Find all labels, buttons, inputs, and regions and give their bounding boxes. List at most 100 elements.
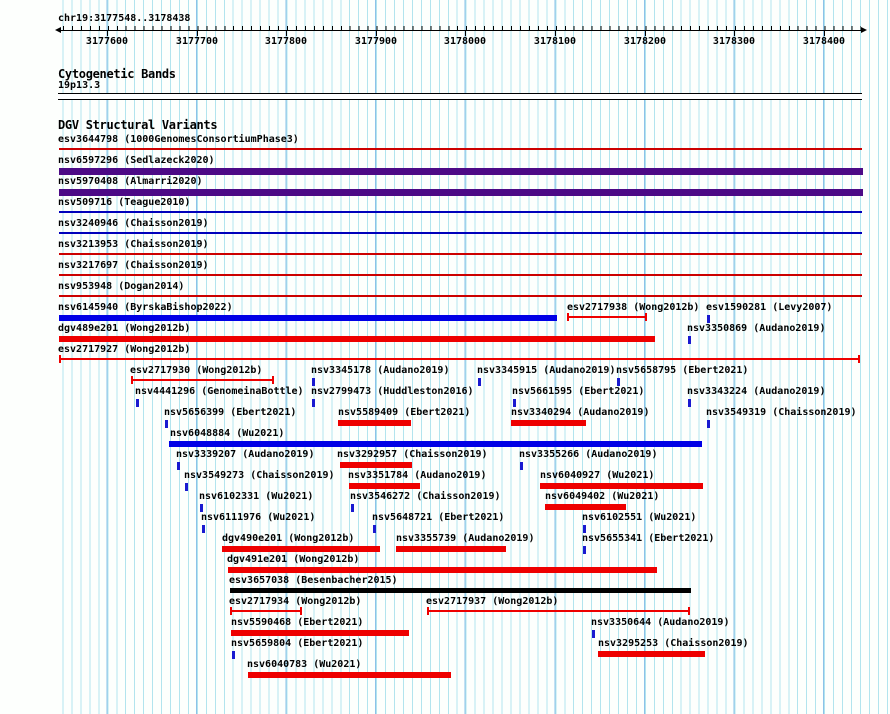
variant-label-dgv490e201[interactable]: dgv490e201 (Wong2012b): [222, 533, 355, 544]
variant-feature-nsv3549319[interactable]: [707, 420, 710, 428]
variant-label-esv2717930[interactable]: esv2717930 (Wong2012b): [130, 365, 263, 376]
variant-feature-nsv6048884[interactable]: [169, 441, 702, 447]
variant-label-nsv6048884[interactable]: nsv6048884 (Wu2021): [170, 428, 285, 439]
variant-feature-nsv6102331[interactable]: [200, 504, 203, 512]
variant-label-nsv5655341[interactable]: nsv5655341 (Ebert2021): [582, 533, 715, 544]
variant-label-nsv5970408[interactable]: nsv5970408 (Almarri2020): [58, 176, 203, 187]
variant-label-nsv3339207[interactable]: nsv3339207 (Audano2019): [176, 449, 315, 460]
variant-feature-nsv5656399[interactable]: [165, 420, 168, 428]
variant-feature-esv2717938[interactable]: [567, 313, 647, 321]
ruler-right-arrow-icon[interactable]: [861, 27, 867, 33]
variant-label-nsv5590468[interactable]: nsv5590468 (Ebert2021): [231, 617, 364, 628]
variant-label-nsv6111976[interactable]: nsv6111976 (Wu2021): [201, 512, 316, 523]
variant-feature-dgv490e201[interactable]: [222, 546, 380, 552]
variant-label-nsv3355739[interactable]: nsv3355739 (Audano2019): [396, 533, 535, 544]
variant-label-nsv3351784[interactable]: nsv3351784 (Audano2019): [348, 470, 487, 481]
variant-label-esv2717937[interactable]: esv2717937 (Wong2012b): [426, 596, 559, 607]
variant-feature-nsv4441296[interactable]: [136, 399, 139, 407]
variant-label-nsv4441296[interactable]: nsv4441296 (GenomeinaBottle): [135, 386, 304, 397]
variant-label-nsv6049402[interactable]: nsv6049402 (Wu2021): [545, 491, 660, 502]
variant-feature-nsv3339207[interactable]: [177, 462, 180, 470]
variant-feature-nsv3240946[interactable]: [59, 232, 862, 234]
variant-feature-nsv3355266[interactable]: [520, 462, 523, 470]
variant-label-nsv6597296[interactable]: nsv6597296 (Sedlazeck2020): [58, 155, 215, 166]
variant-feature-nsv5970408[interactable]: [59, 189, 863, 196]
variant-feature-nsv3350644[interactable]: [592, 630, 595, 638]
variant-label-nsv6145940[interactable]: nsv6145940 (ByrskaBishop2022): [58, 302, 233, 313]
variant-feature-nsv6597296[interactable]: [59, 168, 863, 175]
variant-label-nsv3345178[interactable]: nsv3345178 (Audano2019): [311, 365, 450, 376]
variant-label-esv2717927[interactable]: esv2717927 (Wong2012b): [58, 344, 191, 355]
variant-label-esv2717938[interactable]: esv2717938 (Wong2012b): [567, 302, 700, 313]
variant-label-nsv3340294[interactable]: nsv3340294 (Audano2019): [511, 407, 650, 418]
variant-label-nsv3549273[interactable]: nsv3549273 (Chaisson2019): [184, 470, 335, 481]
variant-feature-nsv3213953[interactable]: [59, 253, 862, 255]
variant-feature-dgv489e201[interactable]: [59, 336, 655, 342]
variant-label-nsv3343224[interactable]: nsv3343224 (Audano2019): [687, 386, 826, 397]
variant-label-nsv3546272[interactable]: nsv3546272 (Chaisson2019): [350, 491, 501, 502]
variant-label-nsv3355266[interactable]: nsv3355266 (Audano2019): [519, 449, 658, 460]
variant-feature-nsv953948[interactable]: [59, 295, 862, 297]
variant-feature-nsv5658795[interactable]: [617, 378, 620, 386]
variant-feature-dgv491e201[interactable]: [228, 567, 657, 573]
variant-feature-nsv509716[interactable]: [59, 211, 862, 213]
variant-label-nsv5648721[interactable]: nsv5648721 (Ebert2021): [372, 512, 505, 523]
variant-feature-nsv3350869[interactable]: [688, 336, 691, 344]
variant-label-nsv3345915[interactable]: nsv3345915 (Audano2019): [477, 365, 616, 376]
variant-feature-esv3657038[interactable]: [230, 588, 691, 593]
variant-feature-nsv2799473[interactable]: [312, 399, 315, 407]
variant-feature-nsv6040927[interactable]: [540, 483, 703, 489]
variant-label-nsv3217697[interactable]: nsv3217697 (Chaisson2019): [58, 260, 209, 271]
variant-feature-esv2717937[interactable]: [427, 607, 690, 615]
variant-feature-nsv5655341[interactable]: [583, 546, 586, 554]
variant-label-nsv3292957[interactable]: nsv3292957 (Chaisson2019): [337, 449, 488, 460]
variant-feature-nsv5659804[interactable]: [232, 651, 235, 659]
variant-label-esv3657038[interactable]: esv3657038 (Besenbacher2015): [229, 575, 398, 586]
variant-label-nsv5661595[interactable]: nsv5661595 (Ebert2021): [512, 386, 645, 397]
variant-feature-esv2717930[interactable]: [131, 376, 274, 384]
variant-label-dgv491e201[interactable]: dgv491e201 (Wong2012b): [227, 554, 360, 565]
variant-feature-nsv3343224[interactable]: [688, 399, 691, 407]
variant-feature-nsv3355739[interactable]: [396, 546, 506, 552]
variant-feature-nsv5661595[interactable]: [513, 399, 516, 407]
variant-feature-nsv6111976[interactable]: [202, 525, 205, 533]
variant-feature-nsv5590468[interactable]: [231, 630, 409, 636]
variant-feature-nsv3546272[interactable]: [351, 504, 354, 512]
variant-feature-nsv6145940[interactable]: [59, 315, 557, 321]
variant-feature-esv2717934[interactable]: [230, 607, 302, 615]
variant-feature-nsv3549273[interactable]: [185, 483, 188, 491]
variant-label-esv2717934[interactable]: esv2717934 (Wong2012b): [229, 596, 362, 607]
cytoband-box[interactable]: [58, 93, 862, 100]
variant-feature-nsv3345915[interactable]: [478, 378, 481, 386]
variant-label-nsv6102331[interactable]: nsv6102331 (Wu2021): [199, 491, 314, 502]
variant-label-nsv2799473[interactable]: nsv2799473 (Huddleston2016): [311, 386, 474, 397]
variant-label-nsv3295253[interactable]: nsv3295253 (Chaisson2019): [598, 638, 749, 649]
variant-label-nsv3240946[interactable]: nsv3240946 (Chaisson2019): [58, 218, 209, 229]
variant-label-nsv3350869[interactable]: nsv3350869 (Audano2019): [687, 323, 826, 334]
variant-label-nsv953948[interactable]: nsv953948 (Dogan2014): [58, 281, 185, 292]
variant-label-esv3644798[interactable]: esv3644798 (1000GenomesConsortiumPhase3): [58, 134, 299, 145]
variant-label-nsv6040783[interactable]: nsv6040783 (Wu2021): [247, 659, 362, 670]
variant-feature-nsv5589409[interactable]: [338, 420, 411, 426]
variant-label-dgv489e201[interactable]: dgv489e201 (Wong2012b): [58, 323, 191, 334]
variant-feature-nsv6102551[interactable]: [583, 525, 586, 533]
variant-label-nsv6040927[interactable]: nsv6040927 (Wu2021): [540, 470, 655, 481]
variant-label-nsv3350644[interactable]: nsv3350644 (Audano2019): [591, 617, 730, 628]
variant-label-nsv5589409[interactable]: nsv5589409 (Ebert2021): [338, 407, 471, 418]
variant-label-nsv509716[interactable]: nsv509716 (Teague2010): [58, 197, 191, 208]
variant-feature-nsv3340294[interactable]: [511, 420, 586, 426]
variant-label-nsv3213953[interactable]: nsv3213953 (Chaisson2019): [58, 239, 209, 250]
variant-label-esv1590281[interactable]: esv1590281 (Levy2007): [706, 302, 833, 313]
variant-feature-nsv6049402[interactable]: [545, 504, 626, 510]
variant-feature-esv3644798[interactable]: [59, 148, 862, 150]
variant-feature-nsv3295253[interactable]: [598, 651, 705, 657]
variant-feature-nsv3217697[interactable]: [59, 274, 862, 276]
ruler-left-arrow-icon[interactable]: [55, 27, 61, 33]
variant-feature-nsv3351784[interactable]: [349, 483, 420, 489]
variant-feature-esv1590281[interactable]: [707, 315, 710, 323]
variant-feature-nsv3292957[interactable]: [340, 462, 412, 468]
variant-feature-nsv3345178[interactable]: [312, 378, 315, 386]
variant-feature-nsv6040783[interactable]: [248, 672, 451, 678]
variant-label-nsv5659804[interactable]: nsv5659804 (Ebert2021): [231, 638, 364, 649]
variant-label-nsv5658795[interactable]: nsv5658795 (Ebert2021): [616, 365, 749, 376]
